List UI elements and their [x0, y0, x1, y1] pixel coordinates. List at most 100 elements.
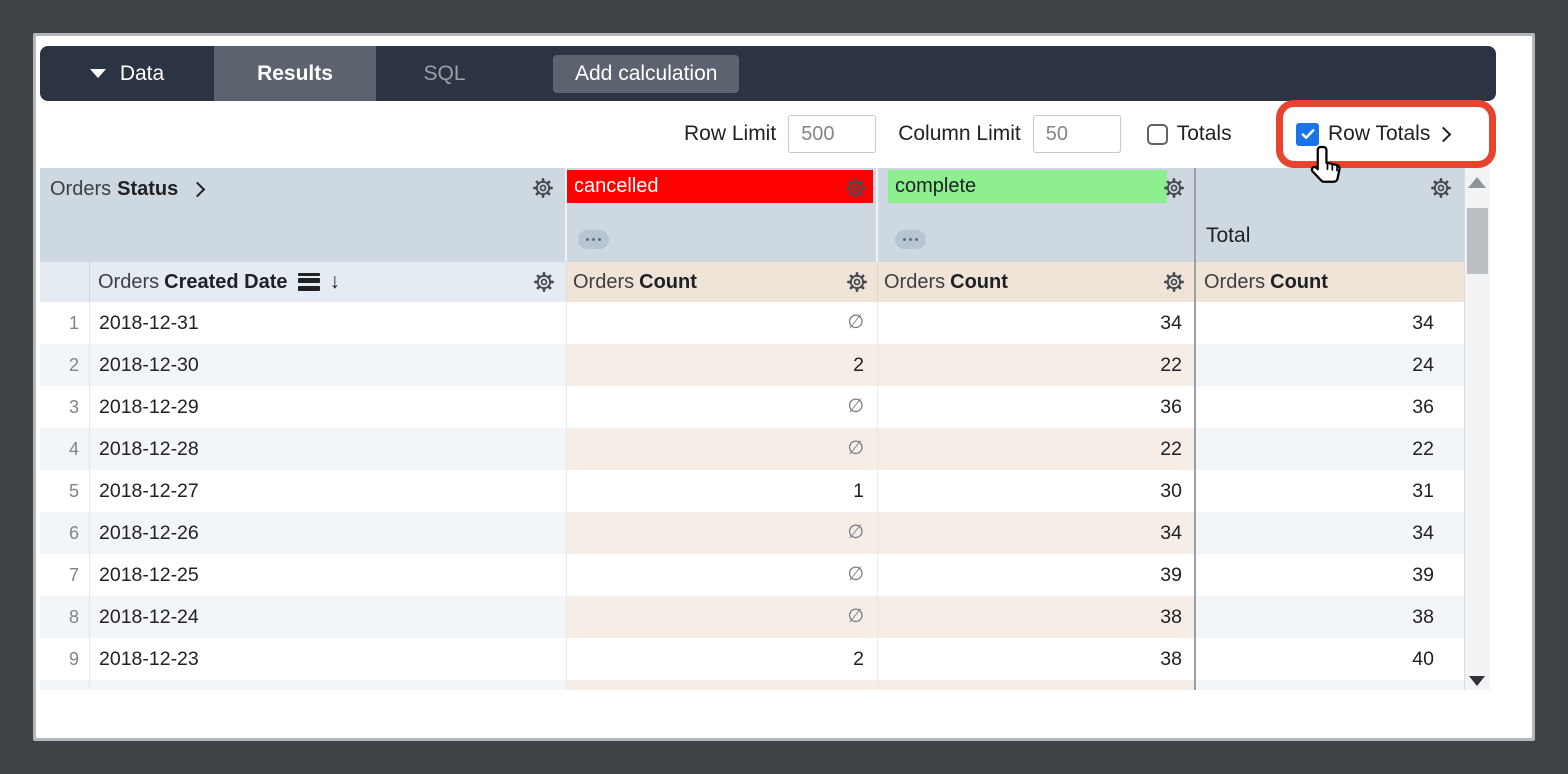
- orders-count-header-complete[interactable]: Orders Count: [878, 262, 1196, 302]
- gear-icon[interactable]: [1162, 176, 1186, 200]
- row-totals-label: Row Totals: [1328, 122, 1431, 145]
- table-row: 8 2018-12-24 ∅ 38 38: [40, 596, 1464, 638]
- created-date-cell[interactable]: 2018-12-26: [90, 512, 567, 554]
- highlight-ring: Row Totals: [1276, 100, 1496, 168]
- row-total-cell[interactable]: 38: [1196, 680, 1464, 690]
- column-limit-input[interactable]: [1032, 115, 1121, 153]
- pivot-value-complete[interactable]: complete: [888, 170, 1167, 203]
- complete-count-cell[interactable]: 39: [878, 554, 1196, 596]
- row-number: 4: [40, 428, 90, 470]
- complete-count-cell[interactable]: 34: [878, 512, 1196, 554]
- gear-icon[interactable]: [1162, 270, 1186, 294]
- cancelled-count-cell[interactable]: 2: [567, 344, 878, 386]
- cancelled-count-cell[interactable]: ∅: [567, 554, 878, 596]
- row-total-cell[interactable]: 24: [1196, 344, 1464, 386]
- explore-results-panel: Data Results SQL Add calculation Row Lim…: [33, 33, 1535, 741]
- row-number: 5: [40, 470, 90, 512]
- created-date-cell[interactable]: 2018-12-29: [90, 386, 567, 428]
- row-total-cell[interactable]: 40: [1412, 648, 1434, 670]
- table-row: 5 2018-12-27 1 30 31: [40, 470, 1464, 512]
- gear-icon[interactable]: [531, 176, 555, 200]
- row-total-cell[interactable]: 39: [1412, 564, 1434, 586]
- row-total-cell[interactable]: 38: [1196, 596, 1464, 638]
- query-controls: Row Limit Column Limit Totals: [684, 113, 1232, 155]
- results-table: Orders Status cancelled com: [40, 168, 1490, 690]
- orders-count-header-cancelled[interactable]: Orders Count: [567, 262, 878, 302]
- cancelled-count-cell[interactable]: ∅: [567, 302, 878, 344]
- created-date-cell[interactable]: 2018-12-31: [90, 302, 567, 344]
- measure-name: Count: [1270, 270, 1328, 293]
- tab-sql[interactable]: SQL: [423, 61, 466, 85]
- row-total-cell[interactable]: 34: [1412, 312, 1434, 334]
- table-row: 7 2018-12-25 ∅ 39 39: [40, 554, 1464, 596]
- cancelled-count-cell[interactable]: ∅: [567, 386, 878, 428]
- pivot-field-header[interactable]: Orders Status: [40, 168, 567, 262]
- cancelled-count-cell[interactable]: ∅: [567, 680, 878, 690]
- row-number: 6: [40, 512, 90, 554]
- created-date-cell[interactable]: 2018-12-23: [90, 638, 567, 680]
- row-limit-label: Row Limit: [684, 122, 777, 145]
- complete-count-cell[interactable]: 30: [878, 470, 1196, 512]
- column-limit-label: Column Limit: [898, 122, 1021, 145]
- created-date-cell[interactable]: 2018-12-22: [90, 680, 567, 690]
- row-total-column-header[interactable]: Total: [1196, 168, 1464, 262]
- scrollbar-thumb[interactable]: [1467, 208, 1488, 274]
- pivot-header-row: Orders Status cancelled com: [40, 168, 1464, 262]
- created-date-cell[interactable]: 2018-12-30: [90, 344, 567, 386]
- gear-icon[interactable]: [845, 270, 869, 294]
- cancelled-count-cell[interactable]: ∅: [567, 428, 878, 470]
- ellipsis-menu-button[interactable]: [895, 230, 926, 249]
- measure-prefix: Orders: [1204, 270, 1266, 293]
- sort-desc-arrow-icon: ↓: [329, 270, 341, 293]
- row-number: 10: [40, 680, 90, 690]
- table-row: 1 2018-12-31 ∅ 34 34: [40, 302, 1464, 344]
- cancelled-count-cell[interactable]: 1: [567, 470, 878, 512]
- table-row: 9 2018-12-23 2 38 40: [40, 638, 1464, 680]
- gear-icon[interactable]: [844, 176, 868, 200]
- totals-checkbox[interactable]: [1146, 123, 1168, 145]
- check-icon: [1299, 125, 1317, 143]
- row-number: 1: [40, 302, 90, 344]
- row-limit-input[interactable]: [788, 115, 877, 153]
- gear-icon[interactable]: [1429, 176, 1453, 200]
- pivot-column-cancelled-header[interactable]: cancelled: [567, 168, 878, 262]
- row-total-cell[interactable]: 31: [1412, 480, 1434, 502]
- add-calculation-button[interactable]: Add calculation: [553, 54, 740, 93]
- complete-count-cell[interactable]: 22: [878, 428, 1196, 470]
- complete-count-cell[interactable]: 22: [878, 344, 1196, 386]
- row-number: 2: [40, 344, 90, 386]
- created-date-cell[interactable]: 2018-12-28: [90, 428, 567, 470]
- complete-count-cell[interactable]: 34: [878, 302, 1196, 344]
- created-date-cell[interactable]: 2018-12-27: [90, 470, 567, 512]
- table-row: 6 2018-12-26 ∅ 34 34: [40, 512, 1464, 554]
- data-menu-label: Data: [119, 61, 165, 85]
- tab-results[interactable]: Results: [214, 46, 376, 101]
- cancelled-count-cell[interactable]: ∅: [567, 512, 878, 554]
- pivot-column-complete-header[interactable]: complete: [878, 168, 1196, 262]
- data-menu-toggle[interactable]: Data: [40, 46, 214, 101]
- created-date-cell[interactable]: 2018-12-24: [90, 596, 567, 638]
- created-date-header[interactable]: Orders Created Date ↓: [90, 262, 567, 302]
- explore-top-bar: Data Results SQL Add calculation: [40, 46, 1496, 101]
- row-total-cell[interactable]: 22: [1196, 428, 1464, 470]
- orders-count-header-total[interactable]: Orders Count: [1196, 262, 1464, 302]
- cancelled-count-cell[interactable]: 2: [567, 638, 878, 680]
- total-label: Total: [1206, 224, 1251, 247]
- gear-icon[interactable]: [532, 270, 556, 294]
- ellipsis-menu-button[interactable]: [578, 230, 609, 249]
- cancelled-count-cell[interactable]: ∅: [567, 596, 878, 638]
- complete-count-cell[interactable]: 38: [878, 638, 1196, 680]
- complete-count-cell[interactable]: 38: [878, 680, 1196, 690]
- row-number: 9: [40, 638, 90, 680]
- row-totals-checkbox[interactable]: [1296, 122, 1319, 146]
- created-date-cell[interactable]: 2018-12-25: [90, 554, 567, 596]
- complete-count-cell[interactable]: 38: [878, 596, 1196, 638]
- scroll-down-arrow-icon[interactable]: [1469, 676, 1485, 686]
- row-total-cell[interactable]: 36: [1412, 396, 1434, 418]
- row-total-cell[interactable]: 34: [1196, 512, 1464, 554]
- scroll-up-arrow-icon[interactable]: [1468, 177, 1486, 188]
- complete-count-cell[interactable]: 36: [878, 386, 1196, 428]
- pivot-value-cancelled[interactable]: cancelled: [567, 170, 873, 203]
- vertical-scrollbar[interactable]: [1464, 168, 1490, 690]
- chevron-right-icon: [1436, 126, 1452, 142]
